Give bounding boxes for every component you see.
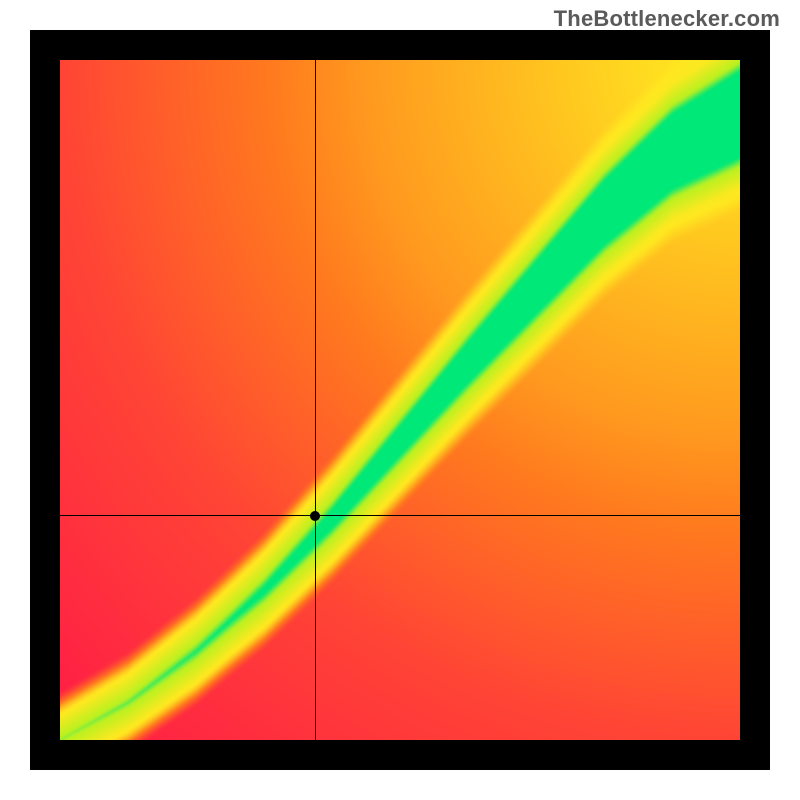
watermark-text: TheBottlenecker.com — [554, 6, 780, 32]
crosshair-vertical — [315, 60, 316, 740]
heatmap-canvas — [60, 60, 740, 740]
plot-area — [60, 60, 740, 740]
crosshair-horizontal — [60, 515, 740, 516]
point-marker — [310, 511, 320, 521]
plot-frame — [30, 30, 770, 770]
chart-container: TheBottlenecker.com — [0, 0, 800, 800]
